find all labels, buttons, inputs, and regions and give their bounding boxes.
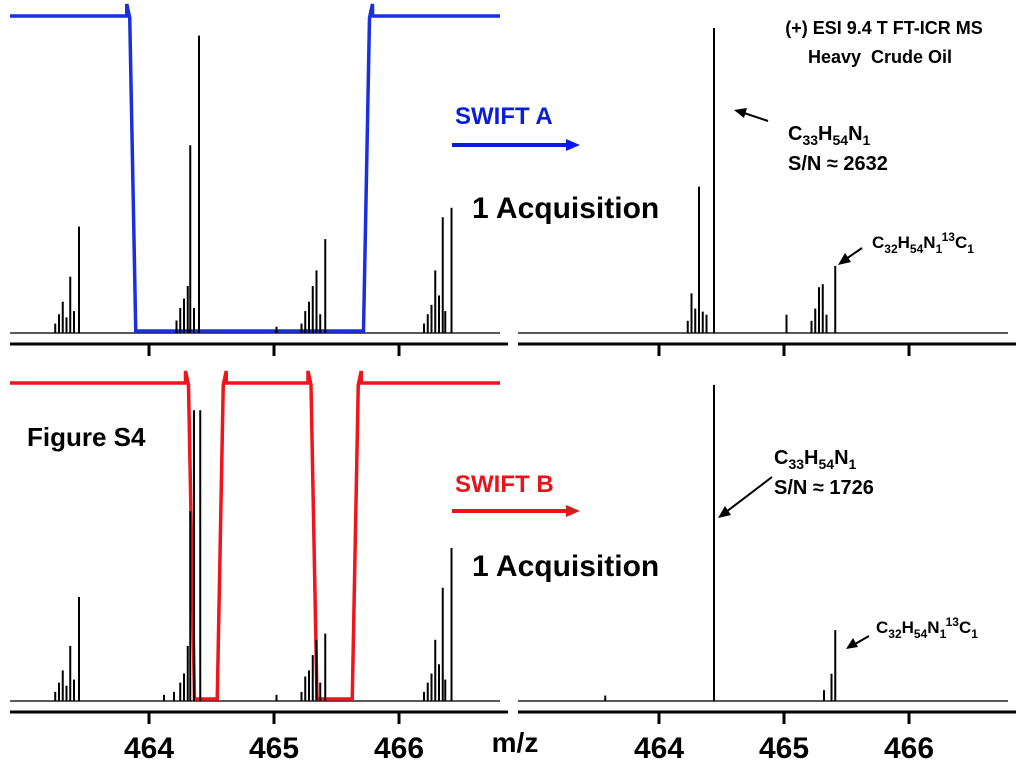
- sn-ratio-top: S/N ≈ 2632: [788, 153, 888, 175]
- figure-label: Figure S4: [27, 422, 146, 452]
- panel-bottom-left: 464 465 466: [10, 370, 508, 765]
- swift-b-window-line: [10, 370, 500, 701]
- x-tick-label: 466: [884, 732, 934, 765]
- x-axis-label: m/z: [492, 727, 539, 758]
- formula-main-top: C33H54N1: [788, 123, 871, 148]
- x-tick-label: 464: [634, 732, 684, 765]
- sn-ratio-bottom: S/N ≈ 1726: [774, 477, 874, 499]
- acquisition-label-bottom: 1 Acquisition: [472, 550, 659, 583]
- formula-main-bottom: C33H54N1: [774, 447, 857, 472]
- swift-b-arrow: [452, 505, 580, 517]
- swift-a-label: SWIFT A: [455, 103, 553, 130]
- header-line-2: Heavy Crude Oil: [808, 47, 952, 67]
- swift-a-arrow: [452, 139, 580, 151]
- header-line-1: (+) ESI 9.4 T FT-ICR MS: [785, 18, 983, 38]
- arrow-iso-peak-bottom: [846, 635, 870, 649]
- x-tick-label: 464: [124, 732, 174, 765]
- acquisition-label-top: 1 Acquisition: [472, 192, 659, 225]
- swift-b-label: SWIFT B: [455, 471, 554, 498]
- arrow-main-peak-bottom: [718, 476, 773, 518]
- x-tick-label: 466: [374, 732, 424, 765]
- x-tick-label: 465: [759, 732, 809, 765]
- formula-isotope-bottom: C32H54N113C1: [876, 615, 978, 641]
- panel-top-right: [518, 28, 1016, 356]
- formula-isotope-top: C32H54N113C1: [872, 230, 974, 256]
- panel-top-left: [10, 3, 508, 356]
- arrow-iso-peak-top: [838, 247, 863, 265]
- x-tick-label: 465: [249, 732, 299, 765]
- panel-bottom-right: 464 465 466: [518, 384, 1016, 765]
- arrow-main-peak-top: [734, 108, 769, 122]
- swift-a-window-line: [10, 3, 500, 333]
